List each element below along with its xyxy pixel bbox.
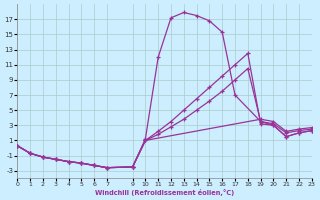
X-axis label: Windchill (Refroidissement éolien,°C): Windchill (Refroidissement éolien,°C) (95, 189, 234, 196)
